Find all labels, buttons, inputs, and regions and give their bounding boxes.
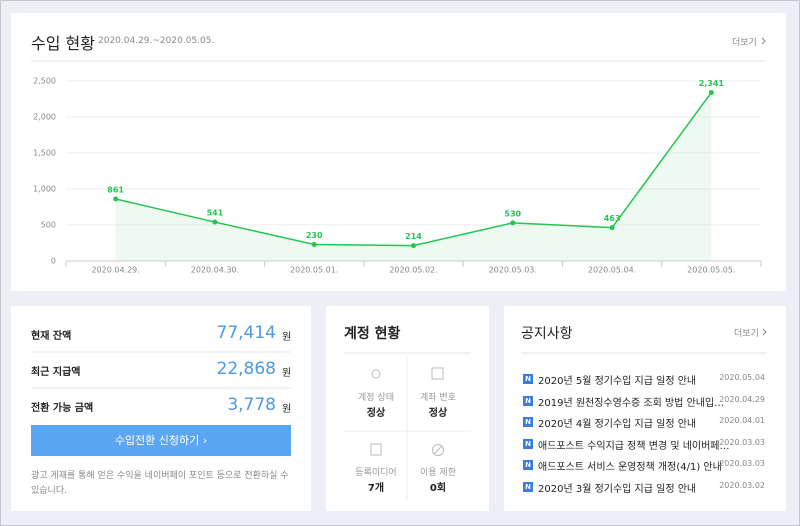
- row-unit: 원: [282, 404, 292, 415]
- y-tick-label: 2,500: [33, 77, 56, 86]
- notice-link[interactable]: 애드포스트 서비스 운영정책 개정(4/1) 안내: [538, 462, 722, 474]
- data-label: 861: [107, 186, 124, 195]
- point: [510, 220, 516, 226]
- item-value: 정상: [366, 408, 386, 419]
- badge: N: [523, 417, 533, 428]
- icon: [370, 443, 382, 456]
- button-label[interactable]: 수입전환 신청하기: [114, 434, 200, 447]
- notice-date: 2020.03.03: [719, 437, 765, 447]
- item-label: 이용 제한: [420, 468, 456, 478]
- item-label: 계좌 번호: [420, 393, 456, 403]
- badge: N: [523, 395, 533, 406]
- row-amount: 77,414: [216, 323, 276, 343]
- point: [708, 89, 714, 95]
- convert-button[interactable]: 수입전환 신청하기 ›: [31, 425, 291, 456]
- y-tick-label: 1,500: [33, 149, 56, 158]
- notice-date: 2020.03.02: [719, 481, 765, 490]
- notice-date: 2020.03.03: [719, 459, 765, 469]
- point: [113, 196, 119, 202]
- y-tick-label: 500: [41, 221, 56, 230]
- x-tick-label: 2020.05.05.: [687, 266, 735, 275]
- notice-title: 공지사항: [521, 326, 573, 342]
- badge: N: [523, 374, 533, 384]
- icon: [431, 367, 444, 380]
- x-tick-label: 2020.04.30.: [191, 266, 239, 275]
- notice-date: 2020.05.04: [719, 373, 765, 382]
- row-amount: 22,868: [216, 359, 276, 379]
- data-label: 2,341: [699, 79, 725, 88]
- item-label: 등록미디어: [355, 468, 397, 478]
- x-tick-label: 2020.05.03.: [489, 266, 537, 275]
- point: [311, 241, 317, 247]
- x-tick-label: 2020.05.04.: [588, 266, 636, 275]
- balance-panel: [11, 306, 311, 511]
- account-title: 계정 현황: [344, 326, 401, 342]
- data-label: 230: [306, 231, 323, 240]
- period: 2020.04.29.~2020.05.05.: [98, 36, 215, 46]
- point: [212, 219, 218, 225]
- icon: [371, 369, 381, 379]
- notice-date: 2020.04.01: [719, 416, 765, 426]
- y-tick-label: 1,000: [33, 185, 56, 194]
- item-value: 정상: [428, 408, 448, 419]
- badge: N: [523, 460, 533, 471]
- point: [609, 225, 615, 231]
- row-unit: 원: [282, 368, 292, 379]
- data-label: 214: [405, 232, 422, 241]
- badge: N: [523, 482, 533, 492]
- point: [411, 243, 416, 249]
- income-panel: [11, 13, 786, 291]
- notice-link[interactable]: 2019년 원천징수영수증 조회 방법 안내입…: [538, 397, 725, 409]
- notice-link[interactable]: 2020년 3월 정기수입 지급 일정 안내: [538, 484, 697, 495]
- item-label: 계정 상태: [358, 393, 394, 403]
- chevron[interactable]: [762, 328, 767, 336]
- notice-panel: [504, 306, 786, 511]
- title: 수입 현황: [31, 34, 95, 53]
- icon: [432, 444, 444, 456]
- row-label: 전환 가능 금액: [31, 403, 94, 414]
- notice-link[interactable]: 2020년 4월 정기수입 지급 일정 안내: [538, 419, 697, 431]
- row-amount: 3,778: [227, 395, 276, 415]
- data-label: 541: [207, 209, 224, 218]
- data-label: 530: [504, 209, 521, 218]
- icon: [433, 445, 443, 455]
- note: 광고 게재를 통해 얻은 수익을 네이버페이 포인트 등으로 전환하실 수 있습…: [31, 471, 289, 496]
- area: [115, 92, 712, 261]
- notice-link[interactable]: 2020년 5월 정기수입 지급 일정 안내: [538, 376, 697, 387]
- item-value: 7개: [367, 483, 385, 494]
- item-value: 0회: [429, 483, 447, 494]
- x-tick-label: 2020.05.01.: [290, 266, 338, 275]
- data-label: 463: [604, 214, 621, 223]
- x-tick-label: 2020.05.02.: [389, 266, 437, 275]
- more-link[interactable]: 더보기: [734, 329, 759, 339]
- y-tick-label: 2,000: [33, 113, 56, 122]
- x-tick-label: 2020.04.29.: [91, 266, 139, 275]
- notice-link[interactable]: 애드포스트 수익지급 정책 변경 및 네이버페…: [538, 440, 730, 452]
- notice-date: 2020.04.29: [719, 394, 765, 404]
- more-link[interactable]: 더보기: [732, 38, 757, 48]
- chevron[interactable]: [761, 37, 766, 45]
- y-tick-label: 0: [51, 257, 56, 266]
- row-label: 최근 지급액: [31, 367, 81, 378]
- row-unit: 원: [282, 332, 292, 343]
- row-label: 현재 잔액: [31, 331, 72, 342]
- badge: N: [523, 438, 533, 449]
